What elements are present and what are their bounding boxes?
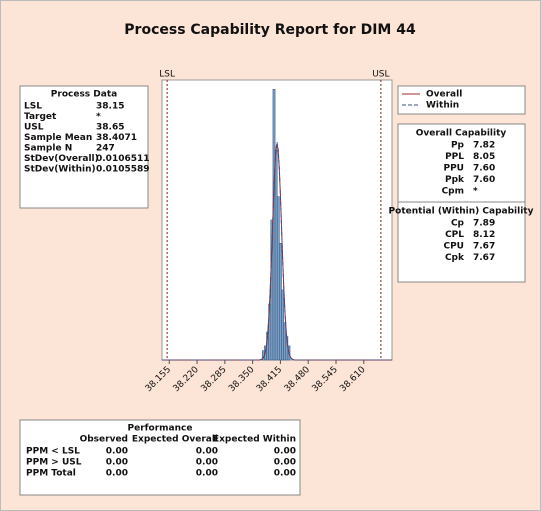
spec-label: USL bbox=[372, 70, 389, 80]
row-value: 38.15 bbox=[96, 102, 124, 112]
row-value: 7.60 bbox=[473, 164, 495, 174]
row-value: 8.12 bbox=[473, 230, 495, 240]
column-header: Expected Within bbox=[213, 435, 296, 445]
row-value: 7.89 bbox=[473, 219, 495, 229]
row-label: LSL bbox=[24, 102, 42, 112]
row-label: CPU bbox=[443, 242, 464, 252]
row-label: PPM < LSL bbox=[26, 447, 80, 457]
column-header: Observed bbox=[80, 435, 128, 445]
legend-box bbox=[397, 85, 526, 115]
panel-title: Overall Capability bbox=[416, 129, 507, 139]
chart-title: Process Capability Report for DIM 44 bbox=[124, 22, 416, 38]
row-label: PPM > USL bbox=[26, 458, 82, 468]
fit-curve bbox=[162, 142, 392, 361]
row-value: 7.67 bbox=[473, 253, 495, 263]
bar bbox=[281, 289, 284, 361]
row-label: PPM Total bbox=[26, 469, 76, 479]
row-label: Sample Mean bbox=[24, 133, 92, 143]
row-value: 247 bbox=[96, 144, 115, 154]
row-value: 38.65 bbox=[96, 123, 124, 133]
column-header: Expected Overall bbox=[132, 435, 218, 445]
spec-label: LSL bbox=[159, 70, 175, 80]
panel-title: Performance bbox=[128, 424, 193, 434]
cell: 0.00 bbox=[196, 447, 218, 457]
row-label: Target bbox=[24, 112, 57, 122]
cell: 0.00 bbox=[106, 469, 128, 479]
cell: 0.00 bbox=[274, 447, 296, 457]
cell: 0.00 bbox=[196, 458, 218, 468]
bar bbox=[276, 196, 280, 361]
bar bbox=[279, 243, 282, 361]
row-label: CPL bbox=[445, 230, 464, 240]
row-label: StDev(Within) bbox=[24, 165, 96, 175]
row-label: Cpk bbox=[445, 253, 465, 263]
bar bbox=[274, 149, 278, 361]
row-value: 7.82 bbox=[473, 141, 495, 151]
row-label: StDev(Overall) bbox=[24, 154, 99, 164]
cell: 0.00 bbox=[274, 458, 296, 468]
potential-box bbox=[397, 201, 526, 283]
row-label: PPU bbox=[443, 164, 464, 174]
row-value: 38.4071 bbox=[96, 133, 137, 143]
row-value: 7.67 bbox=[473, 242, 495, 252]
row-value: * bbox=[473, 187, 478, 197]
bar bbox=[272, 89, 276, 361]
overall-box bbox=[397, 123, 526, 203]
row-label: Pp bbox=[451, 141, 465, 151]
row-value: 0.0105589 bbox=[96, 165, 150, 175]
row-value: 8.05 bbox=[473, 152, 495, 162]
performance-box bbox=[19, 419, 301, 496]
legend-label: Overall bbox=[426, 90, 462, 100]
row-value: * bbox=[96, 112, 101, 122]
row-label: Cpm bbox=[442, 187, 464, 197]
row-label: Cp bbox=[451, 219, 465, 229]
row-label: USL bbox=[24, 123, 44, 133]
process-data-box bbox=[19, 85, 149, 209]
cell: 0.00 bbox=[274, 469, 296, 479]
row-value: 0.0106511 bbox=[96, 154, 150, 164]
cell: 0.00 bbox=[106, 458, 128, 468]
panel-title: Process Data bbox=[51, 90, 117, 100]
cell: 0.00 bbox=[106, 447, 128, 457]
row-label: Sample N bbox=[24, 144, 72, 154]
row-value: 7.60 bbox=[473, 175, 495, 185]
panel-title: Potential (Within) Capability bbox=[389, 207, 534, 217]
cell: 0.00 bbox=[196, 469, 218, 479]
legend-label: Within bbox=[426, 101, 459, 111]
row-label: PPL bbox=[445, 152, 464, 162]
row-label: Ppk bbox=[445, 175, 465, 185]
